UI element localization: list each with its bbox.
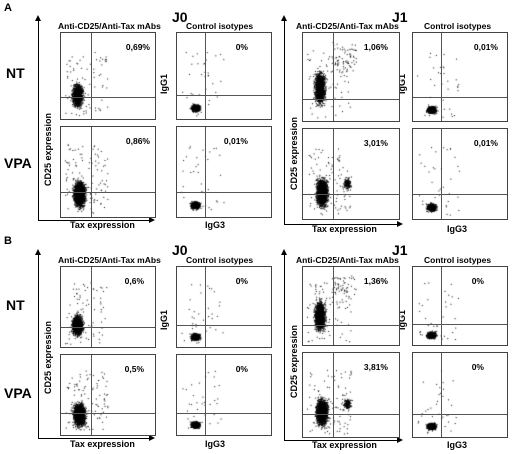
- percentage-label: 1,36%: [363, 276, 388, 286]
- percentage-label: 1,06%: [363, 42, 388, 52]
- row-label-a-vpa: VPA: [4, 155, 32, 171]
- col-header-a-j1-stain: Anti-CD25/Anti-Tax mAbs: [296, 21, 399, 31]
- panel-letter-b: B: [4, 235, 12, 247]
- row-label-a-nt: NT: [6, 65, 25, 81]
- y-axis-arrow-b-j1: [281, 249, 287, 440]
- dotplot-b-j0-vpa-stain: 0,5%: [60, 354, 156, 436]
- y-label-b-j0-cd25: CD25 expression: [43, 320, 53, 394]
- x-label-a-j1-igg3: IgG3: [447, 224, 468, 234]
- panel-letter-a: A: [4, 2, 12, 14]
- col-header-a-j0-isotype: Control isotypes: [186, 21, 254, 31]
- y-label-a-j1-cd25: CD25 expression: [289, 116, 299, 190]
- y-label-a-j0-igg1: IgG1: [159, 73, 169, 94]
- y-label-b-j0-igg1: IgG1: [159, 309, 169, 330]
- x-axis-arrow-a-j1: [284, 221, 403, 227]
- dotplot-a-j1-vpa-isotype: 0,01%: [412, 128, 508, 220]
- col-header-b-j1-isotype: Control isotypes: [424, 255, 492, 265]
- dotplot-b-j1-vpa-isotype: 0%: [412, 352, 508, 438]
- y-label-b-j1-cd25: CD25 expression: [289, 324, 299, 398]
- x-axis-arrow-a-j0: [38, 217, 155, 223]
- dotplot-a-j0-nt-isotype: 0%: [176, 32, 272, 120]
- day-label-a-j1: J1: [392, 9, 408, 25]
- day-label-a-j0: J0: [172, 9, 188, 25]
- x-label-b-j0-tax: Tax expression: [70, 439, 135, 449]
- dotplot-b-j0-nt-stain: 0,6%: [60, 266, 156, 348]
- percentage-label: 0%: [235, 364, 248, 374]
- dotplot-b-j0-nt-isotype: 0%: [176, 266, 272, 348]
- percentage-label: 0%: [235, 42, 248, 52]
- day-label-b-j0: J0: [172, 242, 188, 258]
- percentage-label: 0,01%: [473, 138, 498, 148]
- y-axis-arrow-a-j1: [281, 15, 287, 224]
- dotplot-a-j0-nt-stain: 0,69%: [60, 32, 156, 120]
- percentage-label: 0%: [471, 276, 484, 286]
- x-label-a-j0-igg3: IgG3: [205, 220, 226, 230]
- dotplot-a-j0-vpa-stain: 0,86%: [60, 126, 156, 218]
- col-header-b-j0-isotype: Control isotypes: [186, 255, 254, 265]
- percentage-label: 3,81%: [363, 362, 388, 372]
- dotplot-b-j0-vpa-isotype: 0%: [176, 354, 272, 436]
- x-label-a-j1-tax: Tax expression: [312, 224, 377, 234]
- percentage-label: 0%: [471, 362, 484, 372]
- row-label-b-nt: NT: [6, 297, 25, 313]
- x-label-a-j0-tax: Tax expression: [70, 220, 135, 230]
- percentage-label: 0,69%: [125, 42, 150, 52]
- x-label-b-j0-igg3: IgG3: [205, 439, 226, 449]
- percentage-label: 0,01%: [473, 42, 498, 52]
- y-label-a-j0-cd25: CD25 expression: [43, 112, 53, 186]
- dotplot-a-j1-nt-stain: 1,06%: [302, 32, 400, 122]
- col-header-b-j1-stain: Anti-CD25/Anti-Tax mAbs: [296, 255, 399, 265]
- dotplot-b-j1-nt-isotype: 0%: [412, 266, 508, 346]
- percentage-label: 0%: [235, 276, 248, 286]
- dotplot-a-j0-vpa-isotype: 0,01%: [176, 126, 272, 218]
- col-header-b-j0-stain: Anti-CD25/Anti-Tax mAbs: [58, 255, 161, 265]
- col-header-a-j1-isotype: Control isotypes: [424, 21, 492, 31]
- y-axis-arrow-a-j0: [35, 15, 41, 220]
- percentage-label: 3,01%: [363, 138, 388, 148]
- percentage-label: 0,6%: [124, 276, 144, 286]
- dotplot-a-j1-vpa-stain: 3,01%: [302, 128, 400, 220]
- percentage-label: 0,86%: [125, 136, 150, 146]
- dotplot-a-j1-nt-isotype: 0,01%: [412, 32, 508, 122]
- percentage-label: 0,01%: [223, 136, 248, 146]
- x-label-b-j1-tax: Tax expression: [312, 440, 377, 450]
- x-label-b-j1-igg3: IgG3: [447, 440, 468, 450]
- dotplot-b-j1-vpa-stain: 3,81%: [302, 352, 400, 438]
- x-axis-arrow-b-j0: [38, 435, 155, 441]
- col-header-a-j0-stain: Anti-CD25/Anti-Tax mAbs: [58, 21, 161, 31]
- row-label-b-vpa: VPA: [4, 385, 32, 401]
- percentage-label: 0,5%: [124, 364, 144, 374]
- x-axis-arrow-b-j1: [284, 437, 403, 443]
- dotplot-b-j1-nt-stain: 1,36%: [302, 266, 400, 346]
- y-axis-arrow-b-j0: [35, 249, 41, 438]
- day-label-b-j1: J1: [392, 242, 408, 258]
